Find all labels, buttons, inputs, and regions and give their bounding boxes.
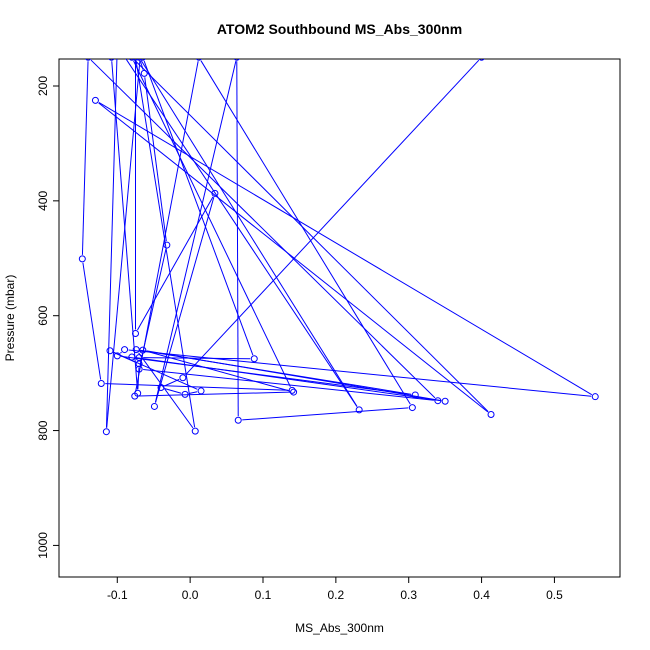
x-tick-label: 0.2 xyxy=(328,588,345,602)
data-point xyxy=(134,389,142,397)
series-segment xyxy=(135,61,196,428)
data-point xyxy=(85,59,92,61)
data-point xyxy=(140,26,146,32)
series-segment xyxy=(155,197,215,403)
data-point xyxy=(288,386,296,394)
data-point xyxy=(97,379,105,387)
data-point xyxy=(179,374,187,382)
series-segment xyxy=(200,60,411,405)
series-segment xyxy=(82,262,102,380)
data-point xyxy=(136,59,143,61)
series-segment xyxy=(140,60,358,407)
y-tick-label: 200 xyxy=(36,76,50,96)
data-point xyxy=(191,427,199,435)
series-segment xyxy=(137,196,214,331)
y-tick-label: 1000 xyxy=(36,532,50,559)
data-point xyxy=(91,96,99,104)
data-point xyxy=(211,189,219,197)
data-point xyxy=(195,59,202,61)
data-point xyxy=(135,360,143,368)
data-point xyxy=(135,365,143,373)
data-point xyxy=(250,355,258,363)
data-point xyxy=(197,387,205,395)
series-segment xyxy=(154,61,237,403)
data-point xyxy=(78,255,86,263)
data-point xyxy=(102,428,110,436)
y-tick-label: 800 xyxy=(36,420,50,440)
x-axis: -0.1 0.0 0.1 0.2 0.3 0.4 0.5 xyxy=(107,577,563,602)
series-segment xyxy=(144,77,167,242)
series-segment xyxy=(143,369,434,401)
series-segment xyxy=(81,61,89,255)
data-point xyxy=(233,59,240,61)
data-point xyxy=(441,397,449,405)
data-point xyxy=(132,346,140,354)
x-axis-label: MS_Abs_300nm xyxy=(295,621,384,635)
y-tick-label: 600 xyxy=(36,305,50,325)
series-segment xyxy=(128,349,592,397)
series-segment xyxy=(143,60,254,356)
series-segment xyxy=(113,351,136,363)
data-point xyxy=(157,383,165,391)
x-tick-label: 0.5 xyxy=(546,588,563,602)
data-point xyxy=(139,346,147,354)
series-segment xyxy=(164,388,182,394)
series-segment xyxy=(125,59,358,407)
data-point xyxy=(591,393,599,401)
data-point xyxy=(106,347,114,355)
data-point xyxy=(411,391,419,399)
series-segment xyxy=(236,61,239,417)
data-point xyxy=(478,59,485,61)
series-segment xyxy=(98,102,489,413)
data-point xyxy=(355,406,363,414)
x-tick-label: 0.1 xyxy=(255,588,272,602)
x-tick-label: 0.4 xyxy=(473,588,490,602)
data-series xyxy=(78,26,599,436)
series-segment xyxy=(98,101,593,396)
series-segment xyxy=(135,61,199,393)
x-tick-label: 0.0 xyxy=(182,588,199,602)
series-segment xyxy=(138,352,194,429)
y-axis-label: Pressure (mbar) xyxy=(3,275,17,362)
data-point xyxy=(140,69,148,77)
data-point xyxy=(132,330,139,338)
data-point xyxy=(108,59,115,61)
series-segment xyxy=(134,59,489,413)
series-segment xyxy=(188,391,198,395)
data-point xyxy=(290,388,298,396)
data-point xyxy=(181,390,189,398)
data-point xyxy=(114,43,120,49)
series-segment xyxy=(138,391,290,397)
series-segment xyxy=(111,61,138,390)
series-segment xyxy=(146,350,442,402)
data-point xyxy=(139,59,146,61)
data-point xyxy=(132,59,139,61)
y-tick-label: 400 xyxy=(36,191,50,211)
plot-frame xyxy=(58,58,621,578)
series-segment xyxy=(143,357,251,360)
data-point xyxy=(150,402,158,410)
data-point xyxy=(434,397,442,405)
x-tick-label: 0.3 xyxy=(400,588,417,602)
series-segment xyxy=(242,407,409,421)
series-segment xyxy=(185,59,480,376)
data-point xyxy=(128,353,136,361)
series-segment xyxy=(137,367,140,390)
series-segment xyxy=(90,59,436,399)
data-point xyxy=(121,346,129,354)
series-segment xyxy=(135,357,442,402)
series-segment xyxy=(105,383,289,391)
data-point xyxy=(234,416,242,424)
chart-title: ATOM2 Southbound MS_Abs_300nm xyxy=(217,21,462,37)
data-point xyxy=(128,59,135,61)
x-tick-label: -0.1 xyxy=(107,588,128,602)
data-point xyxy=(408,404,416,412)
series-segment xyxy=(133,60,291,387)
data-point xyxy=(163,241,171,249)
series-segment xyxy=(119,351,122,354)
data-point xyxy=(113,352,121,360)
data-point xyxy=(487,410,495,418)
y-axis: 200 400 600 800 1000 xyxy=(36,76,59,559)
